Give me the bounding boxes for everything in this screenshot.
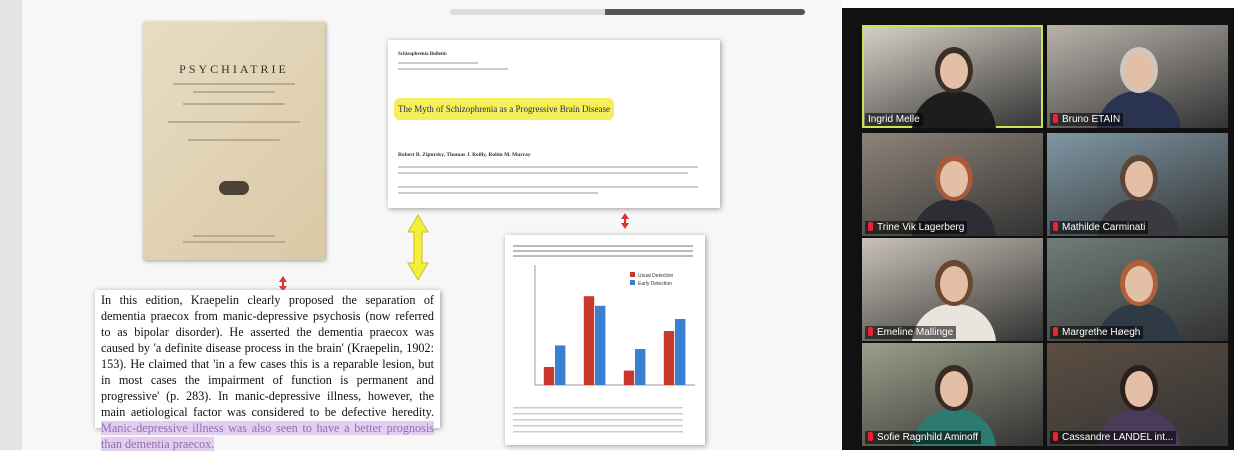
muted-icon xyxy=(868,222,873,231)
muted-icon xyxy=(1053,114,1058,123)
footnote-line xyxy=(513,425,683,427)
quote-box: In this edition, Kraepelin clearly propo… xyxy=(95,290,440,428)
caption-line xyxy=(513,255,693,257)
bar xyxy=(624,371,634,385)
caption-line xyxy=(513,250,693,252)
bar xyxy=(664,331,674,385)
participant-name: Bruno ETAIN xyxy=(1050,113,1123,126)
name-text: Margrethe Høegh xyxy=(1062,327,1140,338)
bar xyxy=(584,296,594,385)
participant-name: Trine Vik Lagerberg xyxy=(865,221,967,234)
footnote-line xyxy=(513,431,683,433)
participant-name: Ingrid Melle xyxy=(865,113,923,126)
video-tile[interactable]: Sofie Ragnhild Aminoff xyxy=(862,343,1043,446)
bar xyxy=(635,349,645,385)
video-tile[interactable]: Mathilde Carminati xyxy=(1047,133,1228,236)
video-tile[interactable]: Margrethe Høegh xyxy=(1047,238,1228,341)
name-text: Cassandre LANDEL int... xyxy=(1062,432,1173,443)
quote-text: In this edition, Kraepelin clearly propo… xyxy=(101,293,434,419)
figure-chart: Usual Detection Early Detection xyxy=(505,235,705,445)
name-text: Bruno ETAIN xyxy=(1062,114,1120,125)
legend-label: Early Detection xyxy=(638,281,672,287)
video-tile[interactable]: Ingrid Melle xyxy=(862,25,1043,128)
muted-icon xyxy=(868,327,873,336)
video-tile[interactable]: Bruno ETAIN xyxy=(1047,25,1228,128)
muted-icon xyxy=(1053,222,1058,231)
screen: {"slide": { "book": {"title": "PSYCHIATR… xyxy=(0,0,1242,450)
participant-name: Sofie Ragnhild Aminoff xyxy=(865,431,981,444)
caption-line xyxy=(513,245,693,247)
figure-image: Usual Detection Early Detection xyxy=(505,235,705,445)
footnote-line xyxy=(513,419,683,421)
bar xyxy=(595,306,605,385)
participant-name: Mathilde Carminati xyxy=(1050,221,1148,234)
participant-name: Cassandre LANDEL int... xyxy=(1050,431,1176,444)
footnote-line xyxy=(513,407,683,409)
legend-label: Usual Detection xyxy=(638,273,674,279)
participant-name: Margrethe Høegh xyxy=(1050,326,1143,339)
video-tile[interactable]: Cassandre LANDEL int... xyxy=(1047,343,1228,446)
name-text: Mathilde Carminati xyxy=(1062,222,1145,233)
video-tile[interactable]: Trine Vik Lagerberg xyxy=(862,133,1043,236)
name-text: Emeline Mallinge xyxy=(877,327,953,338)
name-text: Trine Vik Lagerberg xyxy=(877,222,964,233)
bar xyxy=(555,345,565,385)
legend-swatch xyxy=(630,272,635,277)
muted-icon xyxy=(868,432,873,441)
muted-icon xyxy=(1053,432,1058,441)
name-text: Sofie Ragnhild Aminoff xyxy=(877,432,978,443)
bar xyxy=(544,367,554,385)
video-tile[interactable]: Emeline Mallinge xyxy=(862,238,1043,341)
participant-name: Emeline Mallinge xyxy=(865,326,956,339)
bar xyxy=(675,319,685,385)
legend-swatch xyxy=(630,280,635,285)
muted-icon xyxy=(1053,327,1058,336)
footnote-line xyxy=(513,413,683,415)
name-text: Ingrid Melle xyxy=(868,114,920,125)
